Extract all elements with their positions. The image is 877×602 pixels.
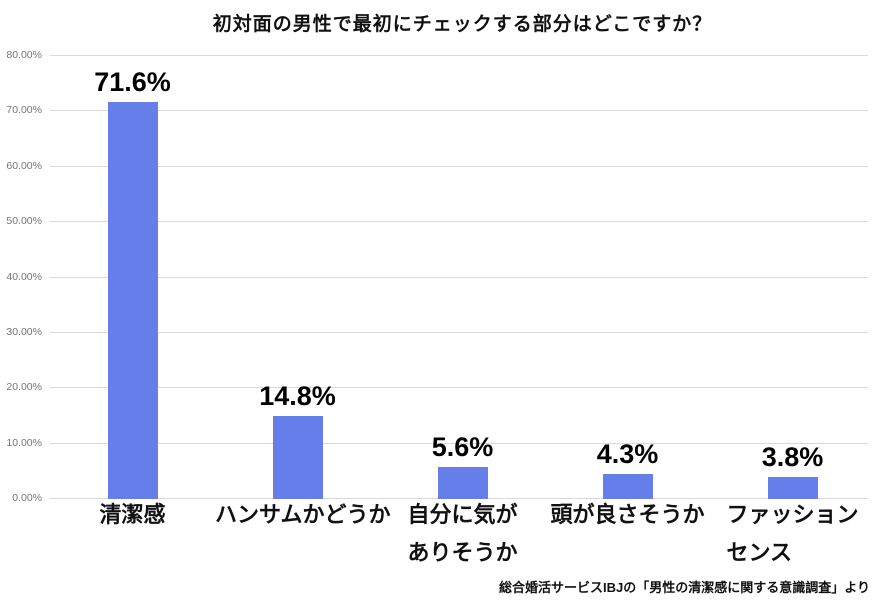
gridline (50, 331, 868, 333)
category-label-text: ファッション センス (726, 496, 858, 572)
bar-4 (602, 474, 653, 499)
category-label-text: 頭が良さそうか (550, 496, 704, 534)
category-label: 自分に気がありそうか (380, 496, 545, 572)
data-label: 3.8% (761, 441, 824, 472)
y-axis-tick-label: 0.00% (12, 492, 42, 504)
y-axis-tick-label: 60.00% (6, 159, 42, 172)
source-note: 総合婚活サービスIBJの「男性の清潔感に関する意識調査」より (499, 580, 870, 595)
y-axis-tick-label: 80.00% (6, 49, 42, 61)
data-label: 71.6% (94, 66, 171, 97)
y-axis-tick-label: 40.00% (6, 270, 42, 283)
gridline (50, 110, 868, 112)
gridline (50, 442, 868, 444)
gridline (50, 165, 868, 167)
category-label-line: センス (726, 540, 793, 565)
y-axis-tick-label: 50.00% (6, 215, 42, 228)
category-label: 清潔感 (50, 496, 215, 534)
gridline (50, 55, 868, 56)
category-label: 頭が良さそうか (545, 496, 710, 534)
category-label: ハンサムかどうか (215, 496, 391, 534)
chart-title: 初対面の男性で最初にチェックする部分はどこですか？ (212, 14, 713, 35)
data-label: 5.6% (431, 431, 494, 462)
y-axis-tick-label: 20.00% (6, 381, 42, 394)
gridline (50, 387, 868, 389)
category-label-text: ハンサムかどうか (215, 496, 391, 534)
bar-2 (272, 416, 323, 499)
category-label-line: 自分に気が (407, 502, 518, 527)
category-label-line: 清潔感 (99, 502, 166, 527)
category-label-line: ありそうか (407, 540, 518, 565)
category-label-text: 自分に気がありそうか (407, 496, 517, 572)
data-label: 4.3% (596, 439, 659, 470)
bar-3 (437, 466, 488, 499)
bar-5 (767, 476, 818, 499)
category-label-line: 頭が良さそうか (550, 502, 705, 527)
y-axis-tick-label: 10.00% (6, 436, 42, 449)
bar-1 (107, 101, 158, 499)
category-label-line: ハンサムかどうか (215, 502, 391, 527)
gridline (50, 276, 868, 278)
gridline (50, 221, 868, 223)
y-axis-tick-label: 30.00% (6, 325, 42, 338)
data-label: 14.8% (259, 381, 336, 412)
category-label-text: 清潔感 (99, 496, 165, 534)
category-label: ファッション センス (710, 496, 875, 572)
category-label-line: ファッション (726, 502, 859, 527)
y-axis-tick-label: 70.00% (6, 104, 42, 117)
